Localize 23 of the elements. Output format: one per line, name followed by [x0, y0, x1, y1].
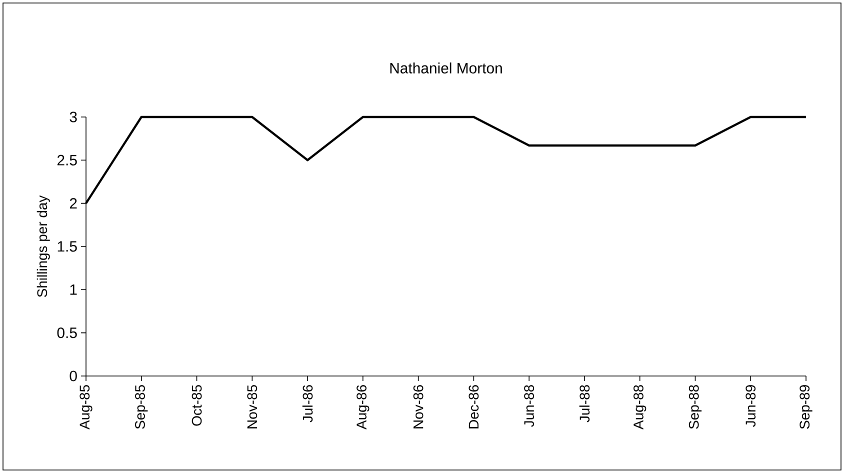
- y-axis-title: Shillings per day: [36, 195, 50, 298]
- x-tick-label: Jun-88: [524, 385, 534, 427]
- x-tick-label: Nov-85: [247, 385, 258, 428]
- x-tick-label: Sep-85: [135, 385, 148, 429]
- x-tick-label: Sep-89: [800, 385, 812, 429]
- y-tick-label: 2: [70, 198, 77, 209]
- x-tick-label: Oct-85: [192, 385, 202, 426]
- y-tick-label: 1.5: [58, 241, 77, 252]
- y-tick-label: 0: [70, 370, 77, 382]
- y-tick-label: 0.5: [57, 328, 77, 338]
- x-tick-label: Jul-88: [579, 385, 590, 422]
- x-tick-label: Sep-88: [688, 385, 702, 429]
- y-tick-label: 1: [70, 284, 77, 295]
- x-tick-label: Jun-89: [746, 385, 756, 427]
- x-tick-label: Aug-88: [634, 385, 646, 430]
- chart-title: Nathaniel Morton: [390, 62, 502, 74]
- y-tick-label: 2.5: [57, 154, 77, 166]
- x-tick-label: Aug-86: [356, 385, 370, 430]
- x-tick-label: Jul-86: [302, 385, 313, 422]
- x-tick-label: Nov-86: [413, 385, 424, 428]
- y-tick-label: 3: [70, 112, 77, 122]
- x-tick-label: Aug-85: [80, 385, 92, 430]
- x-tick-label: Dec-86: [468, 385, 479, 428]
